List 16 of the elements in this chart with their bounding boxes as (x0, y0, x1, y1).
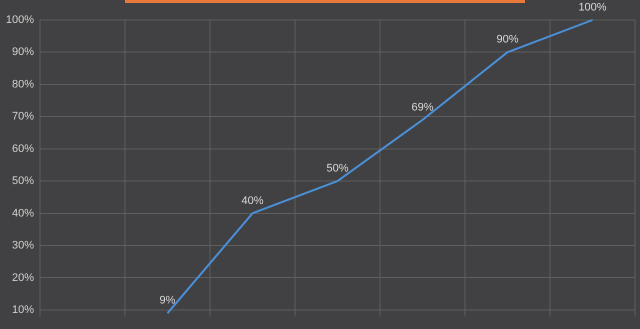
data-label: 90% (496, 34, 519, 46)
data-label: 69% (411, 101, 434, 114)
data-label: 9% (160, 294, 176, 307)
y-tick-label: 70% (12, 110, 34, 123)
y-tick-label: 90% (12, 46, 34, 58)
y-tick-label: 20% (12, 272, 34, 284)
y-tick-label: 50% (12, 175, 34, 188)
y-tick-label: 80% (12, 78, 34, 90)
y-tick-label: 30% (12, 240, 34, 252)
data-label: 100% (578, 2, 607, 14)
y-tick-label: 10% (12, 304, 34, 316)
data-label: 40% (241, 194, 264, 207)
y-tick-label: 40% (12, 207, 34, 220)
y-tick-label: 60% (12, 142, 34, 155)
y-tick-label: 100% (6, 14, 34, 26)
data-label: 50% (326, 162, 349, 175)
